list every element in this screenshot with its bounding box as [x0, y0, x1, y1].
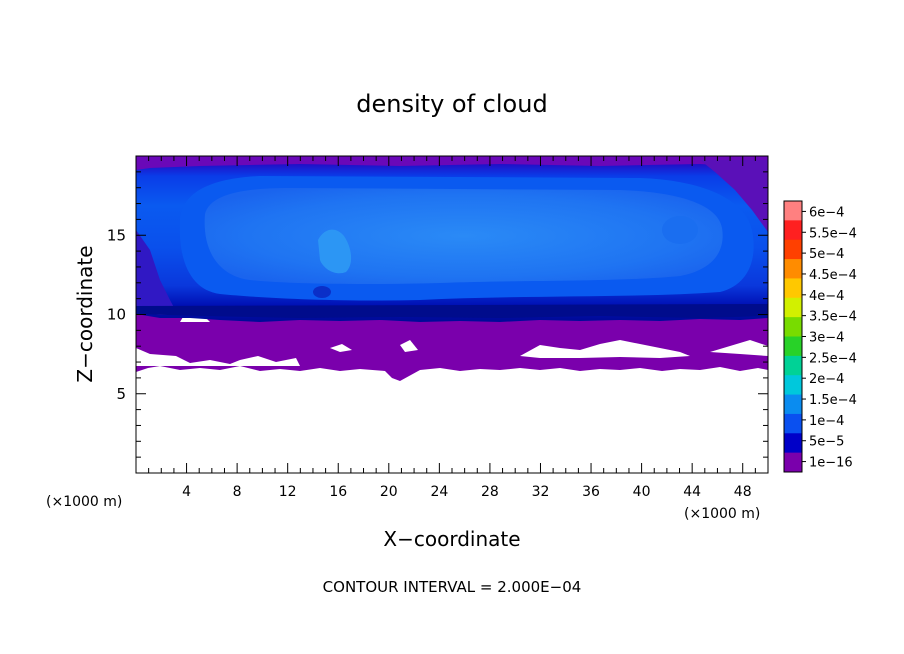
contour-region-1.5e-4 — [204, 188, 723, 284]
contour-region-edge — [136, 230, 178, 315]
contour-gap — [400, 340, 418, 352]
colorbar-swatch — [784, 375, 802, 396]
colorbar-label: 6e−4 — [809, 205, 844, 220]
colorbar-swatch — [784, 259, 802, 279]
colorbar-label: 5e−4 — [809, 247, 844, 262]
x-tick-label: 8 — [233, 484, 242, 500]
x-unit-right: (×1000 m) — [684, 506, 760, 522]
colorbar-label: 4.5e−4 — [809, 268, 857, 283]
x-axis-label: X−coordinate — [383, 527, 520, 551]
colorbar-swatch — [784, 239, 802, 260]
colorbar-label: 3e−4 — [809, 331, 844, 346]
chart-title: density of cloud — [356, 90, 547, 118]
colorbar-swatch — [784, 336, 802, 357]
colorbar-label: 1e−4 — [809, 414, 844, 429]
contour-interval-note: CONTOUR INTERVAL = 2.000E−04 — [323, 578, 582, 596]
colorbar-label: 3.5e−4 — [809, 310, 857, 325]
contour-region-edge — [136, 156, 768, 170]
colorbar-swatch — [784, 413, 802, 434]
contour-swirl — [662, 216, 698, 244]
contour-gap — [136, 348, 300, 366]
colorbar: 6e−4 5.5e−4 5e−4 4.5e−4 4e−4 3.5e−4 3e−4 2.5e−4… — [783, 200, 857, 473]
x-tick-label: 20 — [380, 484, 398, 500]
x-unit-left: (×1000 m) — [46, 494, 122, 510]
colorbar-swatch — [784, 433, 802, 454]
colorbar-swatch — [784, 297, 802, 318]
x-tick-label: 40 — [633, 484, 651, 500]
contour-gap — [710, 340, 768, 356]
colorbar-swatch — [784, 355, 802, 376]
x-tick-label: 24 — [430, 484, 448, 500]
colorbar-label: 4e−4 — [809, 289, 844, 304]
colorbar-label: 2e−4 — [809, 372, 844, 387]
colorbar-swatch — [784, 201, 802, 221]
colorbar-label: 5e−5 — [809, 435, 844, 450]
y-tick-label: 15 — [107, 226, 126, 244]
colorbar-label: 2.5e−4 — [809, 351, 857, 366]
x-tick-label: 48 — [734, 484, 752, 500]
contour-gap — [330, 344, 352, 352]
contour-swirl — [313, 286, 331, 298]
x-tick-label: 16 — [329, 484, 347, 500]
contour-region-base — [136, 304, 768, 318]
colorbar-label: 5.5e−4 — [809, 226, 857, 241]
y-tick-label: 10 — [107, 306, 126, 324]
y-axis: 5 10 15 — [107, 171, 768, 458]
y-tick-label: 5 — [116, 385, 126, 403]
x-tick-label: 28 — [481, 484, 499, 500]
colorbar-label: 1e−16 — [809, 456, 853, 471]
contour-region-peak — [318, 229, 352, 274]
plot-area — [136, 156, 768, 473]
x-axis: 4 8 12 16 20 24 28 32 36 40 44 48 — [148, 156, 756, 500]
colorbar-swatch — [784, 220, 802, 241]
contour-region-edge — [700, 160, 768, 232]
x-tick-label: 12 — [279, 484, 297, 500]
y-axis-label: Z−coordinate — [73, 245, 97, 382]
colorbar-swatch — [784, 278, 802, 299]
x-tick-label: 44 — [683, 484, 701, 500]
x-tick-label: 4 — [182, 484, 191, 500]
colorbar-swatch — [784, 394, 802, 415]
x-tick-label: 36 — [582, 484, 600, 500]
contour-gap — [520, 340, 690, 358]
x-tick-label: 32 — [532, 484, 550, 500]
colorbar-swatch — [784, 452, 802, 473]
colorbar-label: 1.5e−4 — [809, 393, 857, 408]
colorbar-swatch — [784, 317, 802, 337]
